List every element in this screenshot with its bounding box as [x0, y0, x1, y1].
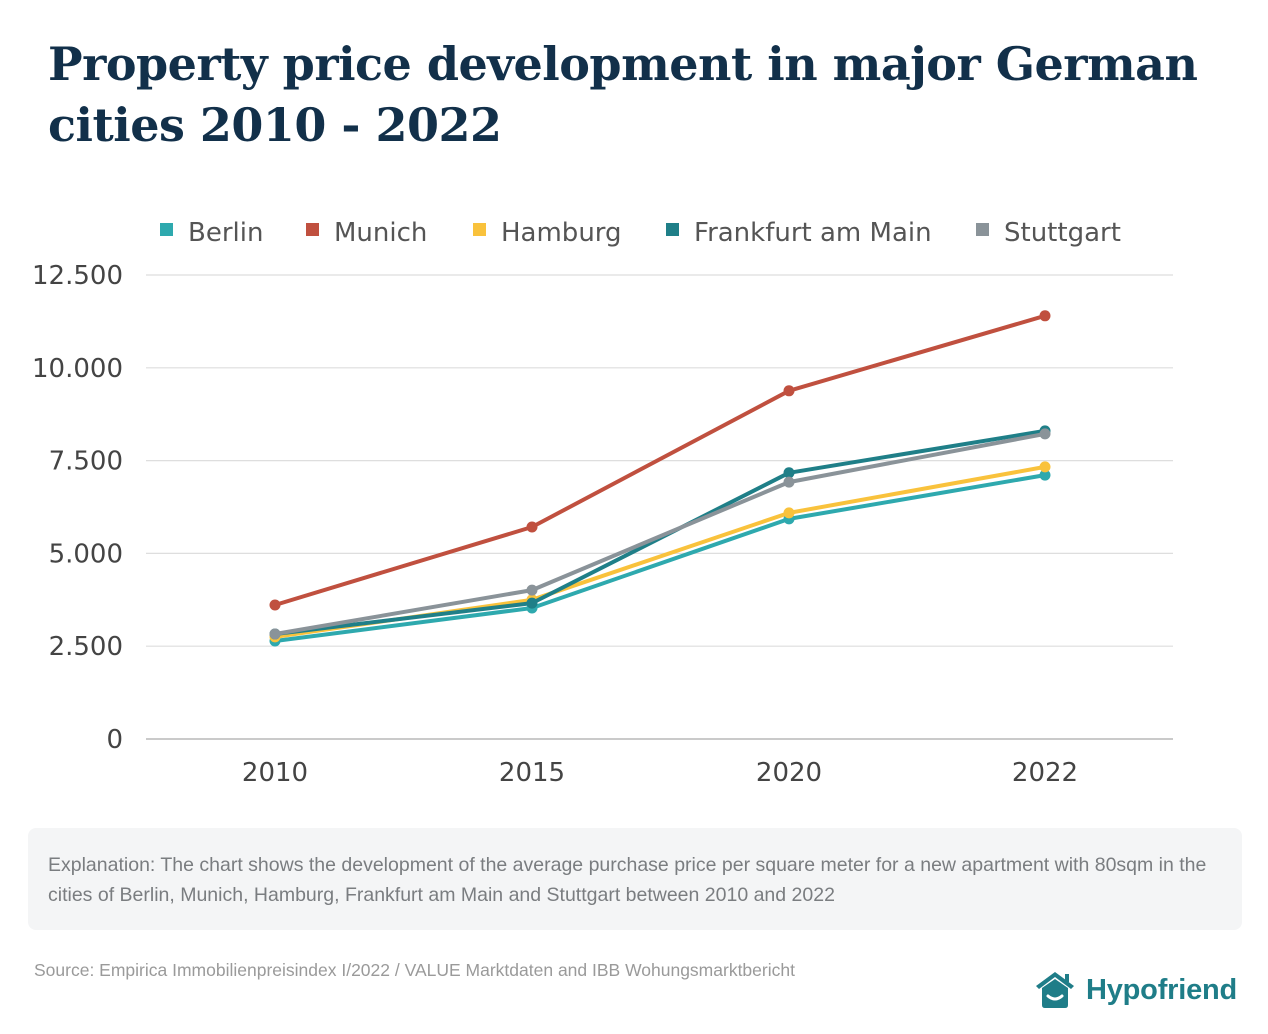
gridlines: [146, 274, 1173, 740]
chart-title: Property price development in major Germ…: [48, 37, 1198, 152]
y-tick-label: 10.000: [32, 354, 123, 384]
y-tick-label: 12.500: [32, 261, 123, 291]
legend-swatch: [160, 223, 173, 236]
series-line: [273, 464, 1047, 639]
brand-name: Hypofriend: [1086, 973, 1238, 1006]
line-chart: Berlin Munich Hamburg Frankfurt am Main Stut…: [32, 218, 1173, 788]
chart-area: Berlin Munich Hamburg Frankfurt am Main Stut…: [0, 190, 1268, 810]
series-munich: [269, 310, 1051, 611]
data-point[interactable]: [526, 521, 538, 533]
house-smile-icon: [1036, 972, 1074, 1008]
series-stuttgart: [269, 428, 1051, 640]
legend-label: Stuttgart: [1004, 218, 1121, 248]
x-tick-label: 2020: [756, 758, 822, 788]
legend-item[interactable]: Stuttgart: [976, 218, 1121, 248]
data-point[interactable]: [269, 628, 281, 640]
legend-item[interactable]: Berlin: [160, 218, 263, 248]
legend-swatch: [976, 223, 989, 236]
legend-label: Munich: [334, 218, 427, 248]
data-point[interactable]: [1039, 310, 1051, 322]
data-point[interactable]: [783, 476, 795, 488]
data-point[interactable]: [526, 597, 538, 609]
x-tick-label: 2015: [499, 758, 565, 788]
source-note: Source: Empirica Immobilienpreisindex I/…: [34, 960, 795, 980]
legend-item[interactable]: Hamburg: [473, 218, 622, 248]
legend-label: Frankfurt am Main: [694, 218, 932, 248]
data-point[interactable]: [1039, 461, 1051, 473]
legend-swatch: [473, 223, 486, 236]
y-tick-label: 7.500: [49, 447, 123, 477]
x-tick-label: 2022: [1012, 758, 1078, 788]
legend-item[interactable]: Frankfurt am Main: [666, 218, 932, 248]
explanation-text: Explanation: The chart shows the develop…: [48, 854, 1207, 906]
data-point[interactable]: [1039, 428, 1051, 440]
legend-label: Hamburg: [501, 218, 622, 248]
y-tick-label: 2.500: [49, 632, 123, 662]
data-point[interactable]: [783, 385, 795, 397]
y-tick-label: 0: [106, 725, 123, 755]
data-point[interactable]: [783, 507, 795, 519]
x-axis: 2010 2015 2020 2022: [242, 758, 1078, 788]
series-line: [273, 431, 1047, 636]
data-point[interactable]: [269, 599, 281, 611]
legend-label: Berlin: [188, 218, 263, 248]
data-point[interactable]: [1039, 469, 1051, 481]
y-tick-label: 5.000: [49, 539, 123, 569]
y-axis: 0 2.500 5.000 7.500 10.000 12.500: [32, 261, 123, 755]
data-point[interactable]: [526, 584, 538, 596]
legend-swatch: [306, 223, 319, 236]
series-group: [269, 310, 1051, 647]
x-tick-label: 2010: [242, 758, 308, 788]
legend-item[interactable]: Munich: [306, 218, 427, 248]
explanation-box: Explanation: The chart shows the develop…: [28, 828, 1242, 930]
series-line: [273, 473, 1047, 643]
brand-logo: Hypofriend: [1034, 968, 1237, 1012]
legend: Berlin Munich Hamburg Frankfurt am Main Stut…: [160, 218, 1121, 248]
data-point[interactable]: [783, 467, 795, 479]
series-line: [273, 313, 1047, 607]
legend-swatch: [666, 223, 679, 236]
